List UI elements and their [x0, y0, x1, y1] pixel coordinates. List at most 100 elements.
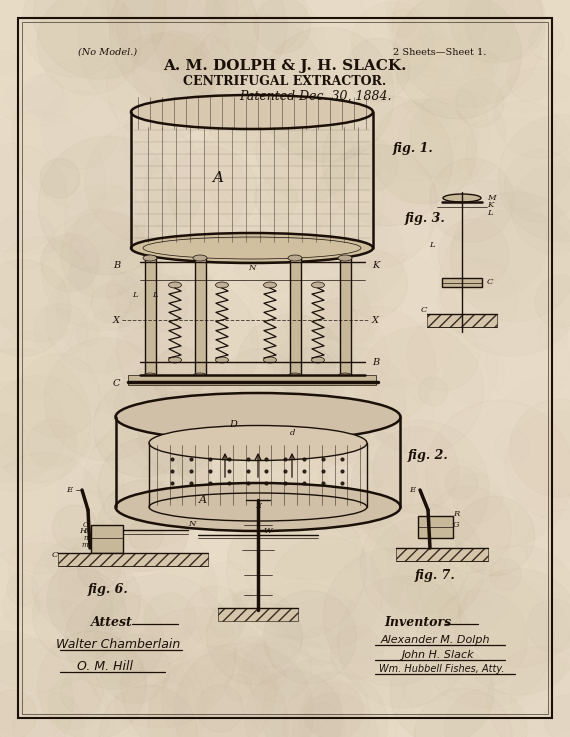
Ellipse shape — [116, 393, 401, 441]
Text: Patented Dec. 30, 1884.: Patented Dec. 30, 1884. — [239, 89, 391, 102]
Circle shape — [416, 570, 553, 708]
Circle shape — [38, 136, 177, 275]
Circle shape — [445, 688, 527, 737]
Circle shape — [22, 0, 128, 77]
Circle shape — [181, 375, 202, 395]
Ellipse shape — [263, 357, 276, 363]
Text: N: N — [188, 520, 196, 528]
Circle shape — [227, 537, 262, 570]
Text: X: X — [113, 315, 120, 324]
Ellipse shape — [215, 282, 229, 288]
Circle shape — [193, 362, 261, 430]
Circle shape — [161, 649, 266, 737]
Circle shape — [233, 593, 254, 613]
Circle shape — [100, 685, 198, 737]
Text: B: B — [372, 357, 379, 366]
Circle shape — [389, 10, 416, 37]
Circle shape — [98, 438, 196, 535]
Circle shape — [203, 87, 355, 239]
Circle shape — [65, 590, 164, 689]
Circle shape — [393, 0, 522, 119]
Bar — [427, 314, 497, 327]
Circle shape — [0, 349, 91, 492]
Text: D: D — [229, 420, 237, 429]
Circle shape — [60, 671, 103, 714]
Circle shape — [107, 272, 147, 312]
Text: E: E — [66, 486, 72, 494]
Circle shape — [236, 314, 347, 425]
Circle shape — [283, 672, 388, 737]
Circle shape — [83, 574, 236, 728]
Circle shape — [205, 0, 238, 24]
Circle shape — [239, 402, 308, 471]
Bar — [91, 525, 123, 553]
Circle shape — [507, 55, 553, 101]
Circle shape — [315, 144, 438, 268]
Text: (No Model.): (No Model.) — [79, 47, 137, 57]
Text: C: C — [112, 379, 120, 388]
Circle shape — [254, 0, 311, 54]
Circle shape — [210, 607, 240, 637]
Ellipse shape — [116, 483, 401, 531]
Text: CENTRIFUGAL EXTRACTOR.: CENTRIFUGAL EXTRACTOR. — [184, 74, 386, 88]
Text: A: A — [213, 171, 223, 185]
Circle shape — [148, 646, 286, 737]
Ellipse shape — [288, 255, 302, 261]
Circle shape — [34, 0, 166, 79]
Circle shape — [197, 685, 244, 732]
Circle shape — [225, 674, 251, 701]
Circle shape — [419, 377, 447, 406]
Circle shape — [44, 338, 167, 461]
Bar — [442, 278, 482, 287]
Circle shape — [91, 284, 131, 323]
Ellipse shape — [338, 373, 352, 379]
Text: R: R — [453, 510, 459, 518]
Text: fig. 6.: fig. 6. — [88, 584, 128, 596]
Ellipse shape — [215, 357, 229, 363]
Text: L: L — [152, 291, 158, 299]
Text: John H. Slack: John H. Slack — [402, 650, 474, 660]
Circle shape — [13, 57, 165, 210]
Ellipse shape — [311, 357, 324, 363]
Circle shape — [316, 298, 357, 340]
Ellipse shape — [143, 373, 157, 379]
Circle shape — [116, 276, 259, 418]
Bar — [145, 258, 156, 376]
Circle shape — [360, 503, 484, 627]
Text: K: K — [487, 201, 493, 209]
Circle shape — [168, 147, 257, 236]
Text: o: o — [84, 527, 88, 535]
Circle shape — [347, 456, 441, 551]
Text: Inventors: Inventors — [384, 616, 451, 629]
Text: Alexander M. Dolph: Alexander M. Dolph — [380, 635, 490, 645]
Text: C: C — [83, 521, 88, 529]
Text: A: A — [199, 495, 207, 505]
Circle shape — [356, 326, 483, 454]
Text: W: W — [263, 527, 272, 535]
Circle shape — [324, 548, 461, 685]
Text: N: N — [249, 264, 256, 272]
Circle shape — [149, 347, 219, 418]
Circle shape — [449, 0, 543, 63]
Circle shape — [372, 99, 477, 203]
Text: E: E — [409, 486, 415, 494]
Bar — [128, 375, 376, 385]
Text: O. M. Hill: O. M. Hill — [77, 660, 133, 672]
Circle shape — [453, 473, 502, 523]
Circle shape — [471, 51, 499, 79]
Text: A. M. DOLPH & J. H. SLACK.: A. M. DOLPH & J. H. SLACK. — [163, 59, 407, 73]
Circle shape — [148, 680, 188, 719]
Text: H: H — [79, 527, 86, 535]
Circle shape — [438, 259, 517, 338]
Circle shape — [93, 379, 192, 477]
Text: B: B — [113, 260, 120, 270]
Text: L: L — [429, 241, 435, 249]
Circle shape — [161, 33, 237, 109]
Ellipse shape — [443, 194, 481, 202]
Circle shape — [458, 545, 570, 667]
Circle shape — [0, 259, 71, 357]
Circle shape — [52, 505, 97, 550]
Bar — [290, 258, 301, 376]
Bar — [396, 548, 488, 561]
Circle shape — [390, 640, 494, 737]
